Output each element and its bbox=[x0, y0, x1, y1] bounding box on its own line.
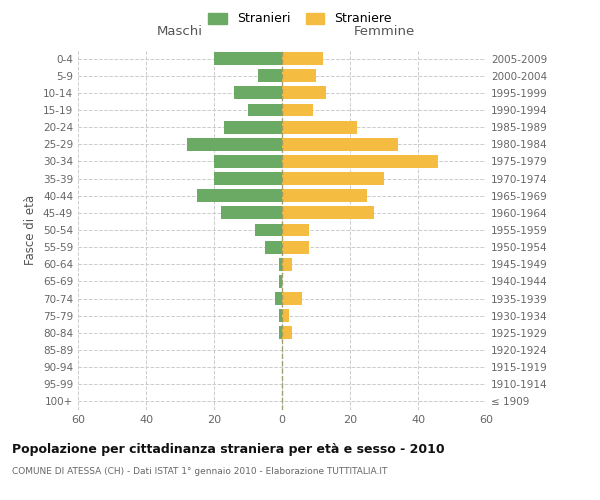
Text: COMUNE DI ATESSA (CH) - Dati ISTAT 1° gennaio 2010 - Elaborazione TUTTITALIA.IT: COMUNE DI ATESSA (CH) - Dati ISTAT 1° ge… bbox=[12, 468, 388, 476]
Bar bbox=[235, 86, 282, 100]
Bar bbox=[282, 155, 439, 168]
Bar bbox=[278, 310, 282, 322]
Bar bbox=[282, 86, 326, 100]
Bar bbox=[282, 120, 357, 134]
Bar bbox=[265, 240, 282, 254]
Bar bbox=[282, 240, 309, 254]
Bar bbox=[197, 190, 282, 202]
Text: Popolazione per cittadinanza straniera per età e sesso - 2010: Popolazione per cittadinanza straniera p… bbox=[12, 442, 445, 456]
Bar bbox=[282, 206, 374, 220]
Bar bbox=[214, 155, 282, 168]
Bar bbox=[221, 206, 282, 220]
Bar bbox=[282, 326, 292, 340]
Y-axis label: Fasce di età: Fasce di età bbox=[25, 195, 37, 265]
Text: Maschi: Maschi bbox=[157, 25, 203, 38]
Bar bbox=[248, 104, 282, 117]
Bar bbox=[282, 70, 316, 82]
Legend: Stranieri, Straniere: Stranieri, Straniere bbox=[205, 8, 395, 29]
Bar bbox=[214, 52, 282, 65]
Bar bbox=[282, 138, 398, 150]
Bar bbox=[187, 138, 282, 150]
Bar bbox=[282, 52, 323, 65]
Bar bbox=[214, 172, 282, 185]
Bar bbox=[278, 326, 282, 340]
Y-axis label: Anni di nascita: Anni di nascita bbox=[597, 186, 600, 274]
Bar bbox=[282, 172, 384, 185]
Bar bbox=[224, 120, 282, 134]
Bar bbox=[255, 224, 282, 236]
Bar bbox=[282, 190, 367, 202]
Bar bbox=[282, 224, 309, 236]
Bar bbox=[282, 292, 302, 305]
Bar bbox=[275, 292, 282, 305]
Bar bbox=[282, 258, 292, 270]
Bar bbox=[258, 70, 282, 82]
Text: Femmine: Femmine bbox=[353, 25, 415, 38]
Bar bbox=[282, 104, 313, 117]
Bar bbox=[278, 275, 282, 288]
Bar bbox=[278, 258, 282, 270]
Bar bbox=[282, 310, 289, 322]
